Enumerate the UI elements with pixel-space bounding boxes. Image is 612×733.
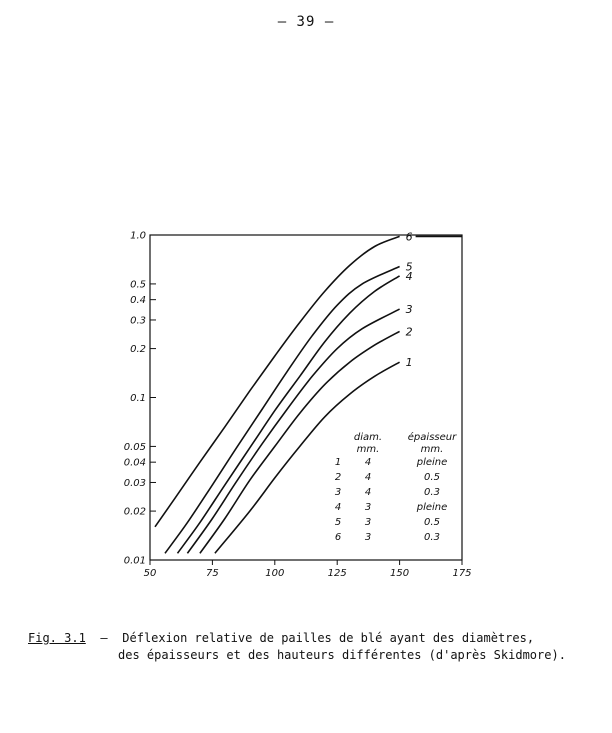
- caption-line-2: des épaisseurs et des hauteurs différent…: [118, 648, 566, 662]
- legend-row-3-thick: 0.3: [424, 487, 440, 498]
- chart-axes: [149, 234, 463, 561]
- figure-caption: Fig. 3.1 – Déflexion relative de pailles…: [28, 630, 598, 664]
- legend-header-diam-0: diam.: [354, 432, 382, 443]
- y-tick-label-1.0: 1.0: [130, 231, 146, 242]
- legend-row-5-thick: 0.5: [424, 517, 440, 528]
- curve-label-3: 3: [406, 303, 413, 316]
- legend-row-2-num: 2: [335, 472, 341, 483]
- curve-6: [154, 235, 400, 528]
- plot-frame: [149, 234, 463, 561]
- figure-label: Fig. 3.1: [28, 631, 86, 645]
- legend-row-2-diam: 4: [365, 472, 371, 483]
- y-tick-label-0.1: 0.1: [130, 393, 146, 404]
- curve-2: [199, 330, 400, 554]
- x-tick-label-125: 125: [328, 568, 347, 579]
- y-tick-label-0.05: 0.05: [124, 442, 146, 453]
- legend-row-6-num: 6: [335, 532, 341, 543]
- x-tick-label-50: 50: [144, 568, 157, 579]
- legend-row-4-diam: 3: [365, 502, 371, 513]
- x-tick-label-100: 100: [265, 568, 284, 579]
- legend-row-1-thick: pleine: [416, 457, 448, 468]
- x-tick-label-75: 75: [206, 568, 219, 579]
- x-tick-label-175: 175: [452, 568, 471, 579]
- y-tick-label-0.2: 0.2: [130, 344, 146, 355]
- curve-1: [214, 361, 400, 554]
- page-number: – 39 –: [277, 14, 335, 30]
- legend-header-diam-1: mm.: [357, 444, 380, 455]
- caption-dash: –: [100, 631, 108, 645]
- legend-row-5-num: 5: [335, 517, 341, 528]
- legend-row-4-thick: pleine: [416, 502, 448, 513]
- curve-label-6: 6: [406, 230, 413, 243]
- legend-header-thick-0: épaisseur: [408, 431, 457, 443]
- curve-label-4: 4: [406, 270, 413, 283]
- chart-ticks: 50 75 100 125 150 1750.010.020.030.040.050.10…: [124, 231, 472, 580]
- y-tick-label-0.3: 0.3: [130, 315, 146, 326]
- caption-line-1: Déflexion relative de pailles de blé aya…: [122, 631, 535, 645]
- legend-row-4-num: 4: [335, 502, 341, 513]
- legend-row-6-thick: 0.3: [424, 532, 440, 543]
- curve-label-1: 1: [406, 356, 413, 369]
- legend-header-thick-1: mm.: [421, 444, 444, 455]
- legend-row-5-diam: 3: [365, 517, 371, 528]
- curve-label-5: 5: [406, 260, 413, 273]
- curve-4: [176, 275, 401, 554]
- curve-label-2: 2: [406, 325, 413, 338]
- legend-row-2-thick: 0.5: [424, 472, 440, 483]
- y-tick-label-0.01: 0.01: [124, 556, 146, 567]
- y-tick-label-0.03: 0.03: [124, 478, 146, 489]
- y-tick-label-0.4: 0.4: [130, 295, 146, 306]
- curve-3: [186, 308, 400, 554]
- x-tick-label-150: 150: [390, 568, 409, 579]
- y-tick-label-0.02: 0.02: [124, 507, 146, 518]
- legend-row-3-diam: 4: [365, 487, 371, 498]
- legend-row-1-diam: 4: [365, 457, 371, 468]
- y-tick-label-0.5: 0.5: [130, 279, 146, 290]
- legend-row-6-diam: 3: [365, 532, 371, 543]
- legend-row-1-num: 1: [335, 457, 341, 468]
- curve-5: [164, 265, 400, 554]
- legend-row-3-num: 3: [335, 487, 341, 498]
- y-tick-label-0.04: 0.04: [124, 458, 146, 469]
